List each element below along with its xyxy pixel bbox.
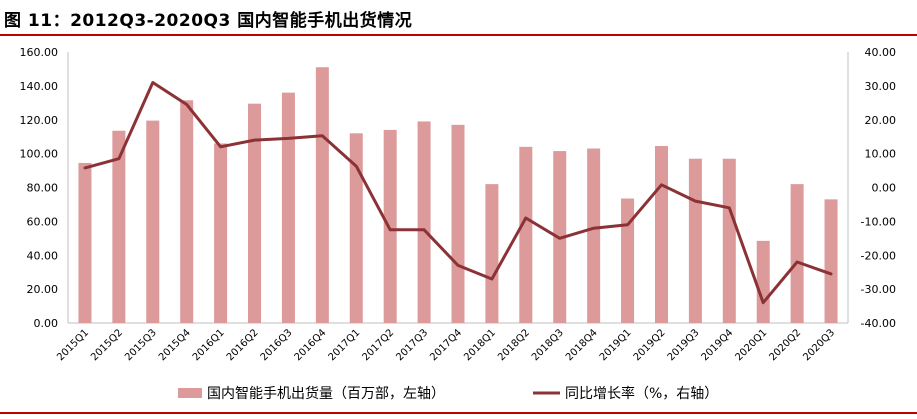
bar — [824, 199, 838, 323]
x-tick-label: 2020Q1 — [733, 327, 769, 363]
left-tick-label: 20.00 — [27, 283, 59, 296]
bar — [621, 198, 635, 323]
legend-bar-label: 国内智能手机出货量（百万部，左轴） — [207, 385, 445, 402]
x-tick-label: 2018Q1 — [462, 327, 498, 363]
left-tick-label: 160.00 — [20, 46, 59, 59]
bar — [587, 148, 601, 323]
right-tick-label: -10.00 — [861, 215, 896, 228]
bar — [248, 103, 262, 323]
x-tick-label: 2016Q2 — [225, 327, 261, 363]
x-tick-label: 2018Q2 — [496, 327, 532, 363]
bar — [790, 184, 804, 323]
bar — [112, 130, 126, 323]
bar — [756, 240, 770, 323]
right-tick-label: 20.00 — [865, 114, 897, 127]
bar — [349, 133, 363, 323]
x-tick-label: 2018Q4 — [564, 327, 600, 363]
right-tick-label: 0.00 — [872, 182, 897, 195]
right-tick-label: -20.00 — [861, 249, 896, 262]
bar — [281, 92, 295, 324]
x-tick-label: 2015Q1 — [55, 327, 91, 363]
bar — [451, 124, 465, 323]
x-tick-label: 2017Q4 — [428, 327, 464, 363]
bar — [383, 129, 397, 323]
right-tick-label: 30.00 — [865, 80, 897, 93]
x-tick-label: 2017Q3 — [394, 327, 430, 363]
left-tick-label: 0.00 — [34, 317, 59, 330]
x-tick-label: 2015Q3 — [123, 327, 159, 363]
x-tick-label: 2016Q1 — [191, 327, 227, 363]
legend-line-label: 同比增长率（%，右轴） — [565, 385, 718, 402]
x-tick-label: 2020Q2 — [767, 327, 803, 363]
bar — [654, 146, 668, 323]
legend-bar-swatch — [178, 388, 202, 398]
right-tick-label: 10.00 — [865, 148, 897, 161]
left-tick-label: 120.00 — [20, 114, 59, 127]
x-tick-label: 2015Q4 — [157, 327, 193, 363]
right-tick-label: -30.00 — [861, 283, 896, 296]
x-tick-label: 2017Q2 — [360, 327, 396, 363]
bar — [214, 143, 228, 323]
title-rule — [0, 34, 917, 36]
right-tick-label: 40.00 — [865, 46, 897, 59]
bottom-rule — [0, 412, 917, 414]
bar — [315, 67, 329, 324]
line-series — [83, 81, 833, 305]
bar — [146, 120, 160, 323]
bar — [180, 100, 194, 323]
left-tick-label: 140.00 — [20, 80, 59, 93]
left-tick-label: 60.00 — [27, 215, 59, 228]
x-tick-label: 2020Q3 — [801, 327, 837, 363]
x-tick-label: 2016Q3 — [259, 327, 295, 363]
growth-line — [83, 81, 833, 305]
right-tick-label: -40.00 — [861, 317, 896, 330]
x-tick-label: 2017Q1 — [327, 327, 363, 363]
x-tick-label: 2019Q3 — [666, 327, 702, 363]
x-tick-label: 2016Q4 — [293, 327, 329, 363]
x-tick-label: 2019Q4 — [700, 327, 736, 363]
left-tick-label: 80.00 — [27, 182, 59, 195]
x-tick-label: 2019Q2 — [632, 327, 668, 363]
bar-series — [78, 67, 838, 324]
legend: 国内智能手机出货量（百万部，左轴） 同比增长率（%，右轴） — [178, 385, 718, 402]
bar — [519, 146, 533, 323]
x-tick-label: 2015Q2 — [89, 327, 125, 363]
left-tick-label: 40.00 — [27, 249, 59, 262]
figure-title: 图 11：2012Q3-2020Q3 国内智能手机出货情况 — [4, 11, 413, 31]
bar — [78, 162, 92, 323]
bar — [688, 158, 702, 323]
left-tick-label: 100.00 — [20, 148, 59, 161]
x-tick-label: 2019Q1 — [598, 327, 634, 363]
bar — [722, 158, 736, 323]
x-tick-label: 2018Q3 — [530, 327, 566, 363]
bar — [417, 121, 431, 323]
bar — [485, 184, 499, 323]
